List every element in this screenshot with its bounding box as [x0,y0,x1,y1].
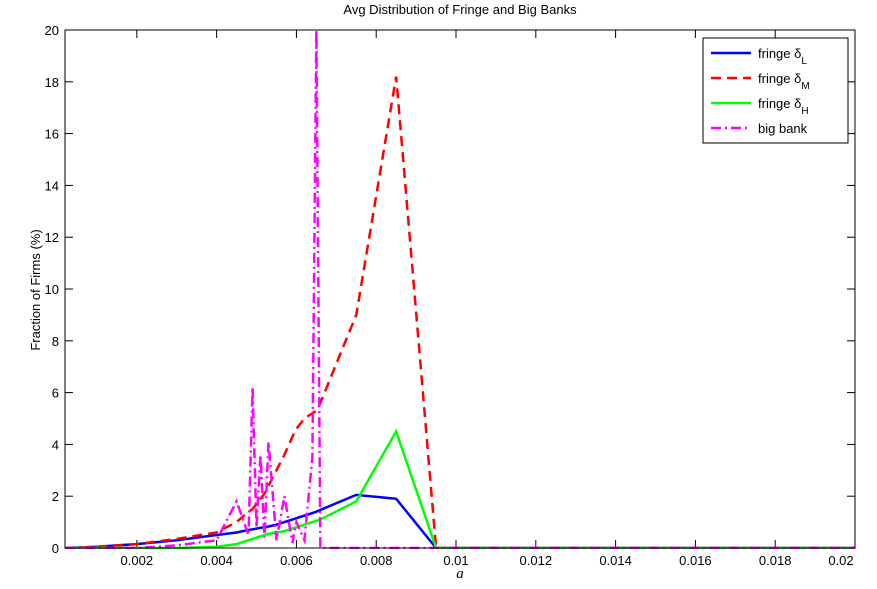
y-tick-label: 10 [45,282,59,297]
x-tick-label: 0.004 [200,553,233,568]
y-tick-label: 18 [45,75,59,90]
y-axis-label: Fraction of Firms (%) [28,229,43,350]
legend-label: big bank [758,121,808,136]
y-tick-label: 14 [45,178,59,193]
y-tick-label: 16 [45,127,59,142]
x-axis-label: a [456,566,464,582]
y-tick-label: 4 [52,437,59,452]
x-tick-label: 0.01 [443,553,468,568]
x-tick-label: 0.002 [121,553,154,568]
y-tick-label: 2 [52,489,59,504]
x-tick-label: 0.014 [599,553,632,568]
x-tick-label: 0.016 [679,553,712,568]
series-line [65,428,855,549]
y-tick-label: 12 [45,230,59,245]
series-line [65,493,855,549]
x-tick-label: 0.006 [280,553,313,568]
x-tick-label: 0.008 [360,553,393,568]
legend-box [702,37,849,144]
x-tick-label: 0.018 [759,553,792,568]
series-line [65,29,855,549]
chart-title: Avg Distribution of Fringe and Big Banks [343,2,577,17]
y-tick-label: 6 [52,386,59,401]
plot-frame [64,29,856,549]
y-tick-label: 8 [52,334,59,349]
y-tick-label: 0 [52,541,59,556]
y-tick-label: 20 [45,23,59,38]
x-tick-label: 0.02 [828,553,853,568]
x-tick-label: 0.012 [520,553,553,568]
